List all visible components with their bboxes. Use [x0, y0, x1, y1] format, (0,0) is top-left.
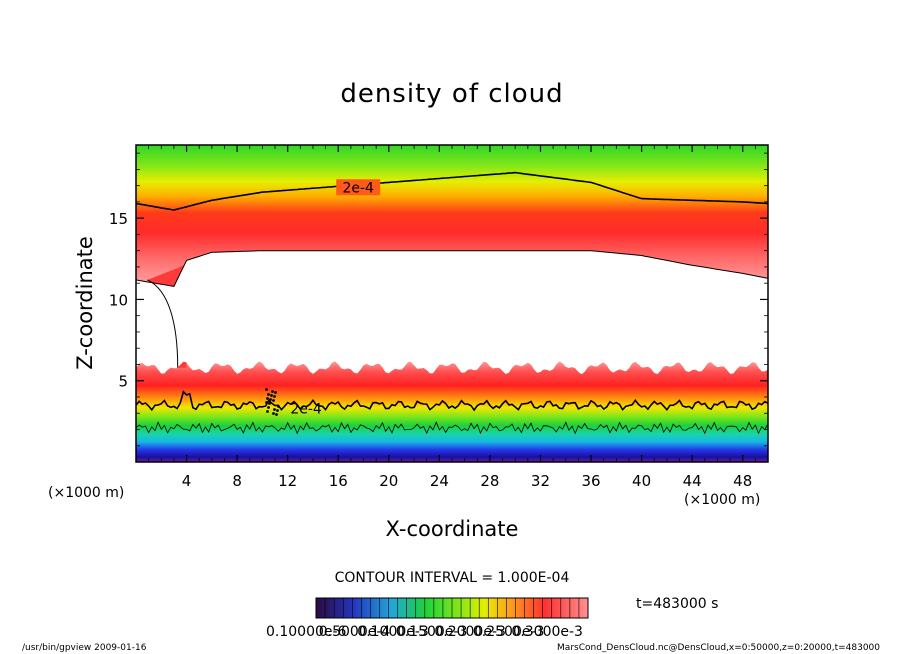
- y-tick-label: 5: [118, 373, 128, 391]
- contour-line-lower-2e-4: [136, 390, 768, 412]
- y-tick-label: 15: [109, 210, 128, 228]
- cloud-free-top-boundary: [136, 250, 768, 287]
- contour-label-lower: 2e-4: [290, 401, 322, 417]
- x-tick-label: 20: [379, 472, 398, 490]
- contour-interval-text: CONTOUR INTERVAL = 1.000E-04: [335, 570, 570, 586]
- x-tick-label: 48: [733, 472, 752, 490]
- noise-mark: [270, 394, 273, 397]
- x-tick-label: 32: [531, 472, 550, 490]
- footer-program: /usr/bin/gpview 2009-01-16: [22, 643, 147, 653]
- colorbar-tick-labels: 0.10000e-60.5000e-40.1000e-30.1500e-30.2…: [266, 624, 583, 640]
- x-unit-label-right: (×1000 m): [684, 492, 760, 508]
- x-tick-label: 44: [683, 472, 702, 490]
- noise-mark: [265, 401, 268, 404]
- x-tick-label: 40: [632, 472, 651, 490]
- cloud-stalk-boundary: [147, 279, 179, 368]
- noise-mark: [271, 390, 274, 393]
- noise-mark: [272, 412, 275, 415]
- colorbar-tick-label: 0.5000e-4: [319, 624, 391, 640]
- footer-source: MarsCond_DensCloud.nc@DensCloud,x=0:5000…: [557, 643, 880, 653]
- contour-label-upper: 2e-4: [342, 180, 374, 196]
- noise-mark: [273, 408, 276, 411]
- contour-label-background: [336, 179, 381, 196]
- x-axis-title: X-coordinate: [386, 517, 519, 541]
- y-axis-title: Z-coordinate: [73, 236, 97, 370]
- time-label: t=483000 s: [636, 596, 718, 612]
- x-tick-label: 8: [232, 472, 242, 490]
- noise-mark: [269, 398, 272, 401]
- plot-area: [136, 145, 768, 462]
- x-unit-label-left: (×1000 m): [48, 485, 124, 501]
- cloud-free-region-boundary: [136, 250, 768, 375]
- x-tick-label: 4: [182, 472, 192, 490]
- x-axis-ticks: 4 8 12 16 20 24 28 32 36 40 44 48: [148, 145, 756, 490]
- contour-labels: 2e-4 2e-4: [290, 179, 381, 417]
- noise-mark: [265, 388, 268, 391]
- y-tick-label: 10: [109, 291, 128, 309]
- noise-mark: [267, 406, 270, 409]
- upper-cloud-band: [136, 145, 768, 287]
- noise-mark: [272, 399, 275, 402]
- noise-mark: [273, 395, 276, 398]
- chart-title: density of cloud: [340, 79, 563, 109]
- noise-mark: [276, 409, 279, 412]
- colorbar-tick-label: 0.1500e-3: [396, 624, 468, 640]
- noise-mark: [266, 410, 269, 413]
- x-tick-label: 16: [329, 472, 348, 490]
- noise-mark: [275, 413, 278, 416]
- colorbar-tick-label: 0.2000e-3: [434, 624, 506, 640]
- y-axis-ticks: 5 10 15: [109, 152, 768, 447]
- x-tick-label: 24: [430, 472, 449, 490]
- noise-mark: [268, 402, 271, 405]
- x-tick-label: 12: [278, 472, 297, 490]
- noise-mark: [266, 397, 269, 400]
- noise-mark: [267, 393, 270, 396]
- colorbar-tick-label: 0.2500e-3: [473, 624, 545, 640]
- lower-cloud-band: [136, 361, 768, 462]
- noise-mark: [274, 391, 277, 394]
- contour-line-upper-2e-4: [136, 171, 768, 211]
- colorbar-tick-label: 0.3000e-3: [511, 624, 583, 640]
- contour-line-lower-thin: [136, 421, 768, 435]
- x-tick-label: 36: [581, 472, 600, 490]
- x-tick-label: 28: [480, 472, 499, 490]
- colorbar-level-lines: [324, 598, 580, 618]
- noise-mark: [277, 405, 280, 408]
- colorbar-tick-label: 0.10000e-6: [266, 624, 347, 640]
- contour-noise-marks: [265, 388, 280, 416]
- colorbar-tick-label: 0.1000e-3: [357, 624, 429, 640]
